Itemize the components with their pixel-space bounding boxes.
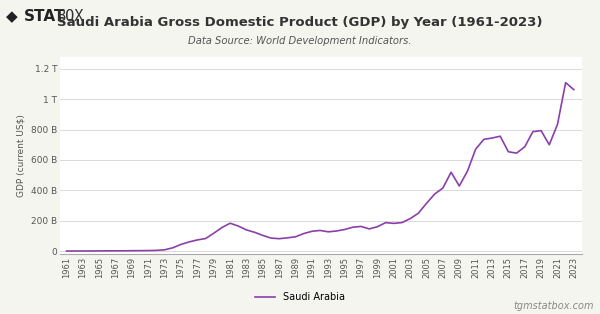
Y-axis label: GDP (current US$): GDP (current US$) (16, 114, 25, 197)
Text: BOX: BOX (57, 9, 85, 24)
Text: tgmstatbox.com: tgmstatbox.com (514, 301, 594, 311)
Legend: Saudi Arabia: Saudi Arabia (251, 288, 349, 306)
Text: Data Source: World Development Indicators.: Data Source: World Development Indicator… (188, 36, 412, 46)
Text: Saudi Arabia Gross Domestic Product (GDP) by Year (1961-2023): Saudi Arabia Gross Domestic Product (GDP… (57, 16, 543, 29)
Text: ◆: ◆ (6, 9, 18, 24)
Text: STAT: STAT (24, 9, 65, 24)
